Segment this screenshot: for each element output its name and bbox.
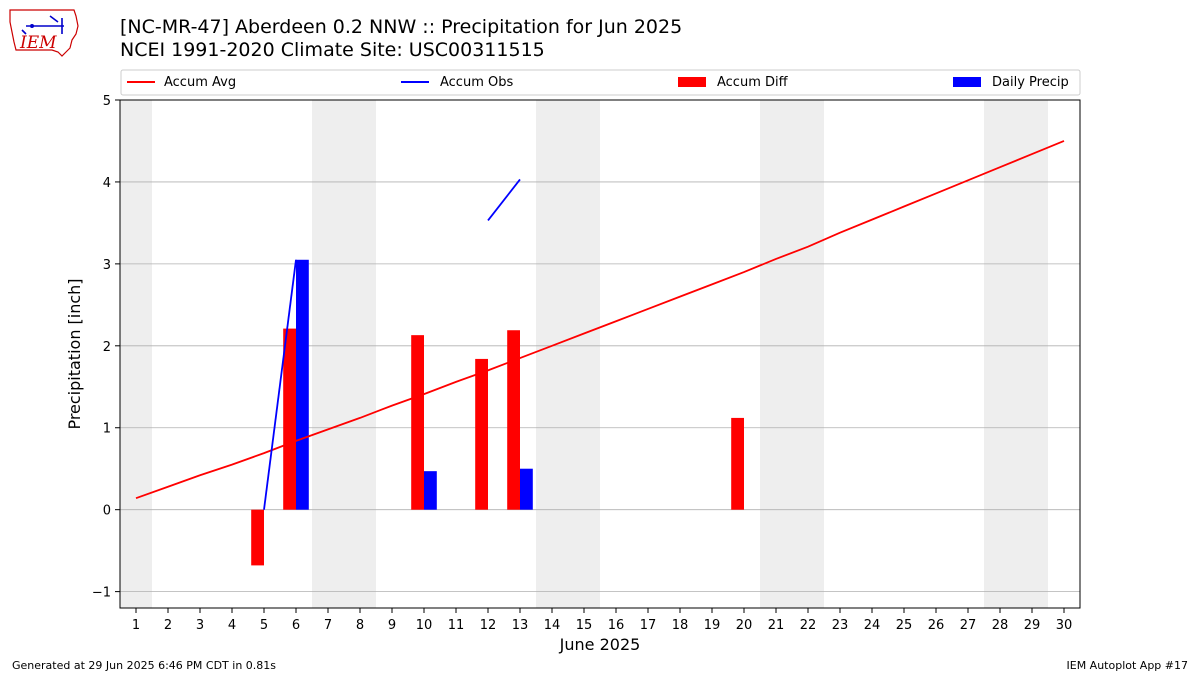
line-series [135, 140, 1065, 510]
x-tick-label: 2 [164, 618, 172, 633]
x-tick-label: 23 [832, 618, 849, 633]
weekend-band [344, 100, 376, 608]
x-tick-label: 12 [480, 618, 497, 633]
x-tick-label: 26 [928, 618, 945, 633]
x-tick-label: 11 [448, 618, 465, 633]
weekend-band [568, 100, 600, 608]
legend-label-daily-precip: Daily Precip [992, 75, 1069, 90]
legend-label-accum-obs: Accum Obs [440, 75, 513, 90]
x-tick-label: 24 [864, 618, 881, 633]
x-axis: 1 2 3 4 5 6 7 8 9 10 11 12 13 14 15 16 17 18 19 20 21 22 23 24 2… [132, 608, 1072, 633]
x-tick-label: 27 [960, 618, 977, 633]
accum-diff-bar [731, 417, 744, 510]
y-tick-label: 5 [103, 94, 111, 109]
x-tick-label: 14 [544, 618, 561, 633]
y-axis: −1 0 1 2 3 4 5 [92, 94, 120, 601]
x-tick-label: 5 [260, 618, 268, 633]
x-tick-label: 21 [768, 618, 785, 633]
y-tick-label: −1 [92, 586, 111, 601]
x-tick-label: 17 [640, 618, 657, 633]
x-tick-label: 25 [896, 618, 913, 633]
accum-diff-bar [251, 509, 264, 566]
y-tick-label: 4 [103, 176, 111, 191]
x-tick-label: 16 [608, 618, 625, 633]
weekend-bands [120, 100, 1048, 608]
x-tick-label: 18 [672, 618, 689, 633]
x-tick-label: 8 [356, 618, 364, 633]
x-tick-label: 20 [736, 618, 753, 633]
x-tick-label: 6 [292, 618, 300, 633]
x-tick-label: 13 [512, 618, 529, 633]
weekend-band [984, 100, 1016, 608]
x-axis-label: June 2025 [559, 635, 641, 654]
generated-timestamp: Generated at 29 Jun 2025 6:46 PM CDT in … [12, 659, 277, 672]
weather-station-icon [21, 15, 64, 35]
x-tick-label: 10 [416, 618, 433, 633]
x-tick-label: 15 [576, 618, 593, 633]
chart-title: [NC-MR-47] Aberdeen 0.2 NNW :: Precipita… [120, 16, 683, 38]
weekend-band [792, 100, 824, 608]
accum-diff-bar [475, 358, 488, 510]
x-tick-label: 22 [800, 618, 817, 633]
bar-series [251, 259, 744, 566]
y-tick-label: 1 [103, 422, 111, 437]
legend-label-accum-avg: Accum Avg [164, 75, 236, 90]
legend-swatch-daily-precip [953, 77, 981, 87]
accum-diff-bar [411, 335, 424, 510]
legend-box [120, 69, 1081, 96]
accum-obs-line [487, 178, 521, 221]
weekend-band [312, 100, 344, 608]
x-tick-label: 3 [196, 618, 204, 633]
weekend-band [760, 100, 792, 608]
x-tick-label: 1 [132, 618, 140, 633]
legend-label-accum-diff: Accum Diff [717, 75, 789, 90]
accum-avg-line [135, 140, 1065, 500]
x-tick-label: 30 [1056, 618, 1073, 633]
iowa-outline-icon [9, 9, 79, 57]
legend-swatch-accum-diff [678, 77, 706, 87]
accum-diff-bar [283, 328, 296, 510]
accum-diff-bar [507, 330, 520, 510]
chart-subtitle: NCEI 1991-2020 Climate Site: USC00311515 [120, 39, 545, 61]
x-tick-label: 19 [704, 618, 721, 633]
weekend-band [1016, 100, 1048, 608]
plot-frame [119, 99, 1081, 609]
y-tick-label: 0 [103, 504, 111, 519]
y-tick-label: 2 [103, 340, 111, 355]
x-tick-label: 9 [388, 618, 396, 633]
iem-logo: IEM [6, 4, 82, 62]
app-credit: IEM Autoplot App #17 [1066, 659, 1189, 672]
y-tick-label: 3 [103, 258, 111, 273]
weekend-band [536, 100, 568, 608]
x-tick-label: 4 [228, 618, 236, 633]
accum-obs-line [263, 259, 297, 510]
weekend-band [120, 100, 152, 608]
y-axis-label: Precipitation [inch] [65, 278, 84, 429]
legend: Accum Avg Accum Obs Accum Diff Daily Pre… [120, 69, 1081, 96]
x-tick-label: 7 [324, 618, 332, 633]
logo-text: IEM [19, 33, 57, 53]
x-tick-label: 29 [1024, 618, 1041, 633]
daily-precip-bar [296, 259, 309, 510]
x-tick-label: 28 [992, 618, 1009, 633]
daily-precip-bar [424, 471, 437, 510]
daily-precip-bar [520, 468, 533, 510]
